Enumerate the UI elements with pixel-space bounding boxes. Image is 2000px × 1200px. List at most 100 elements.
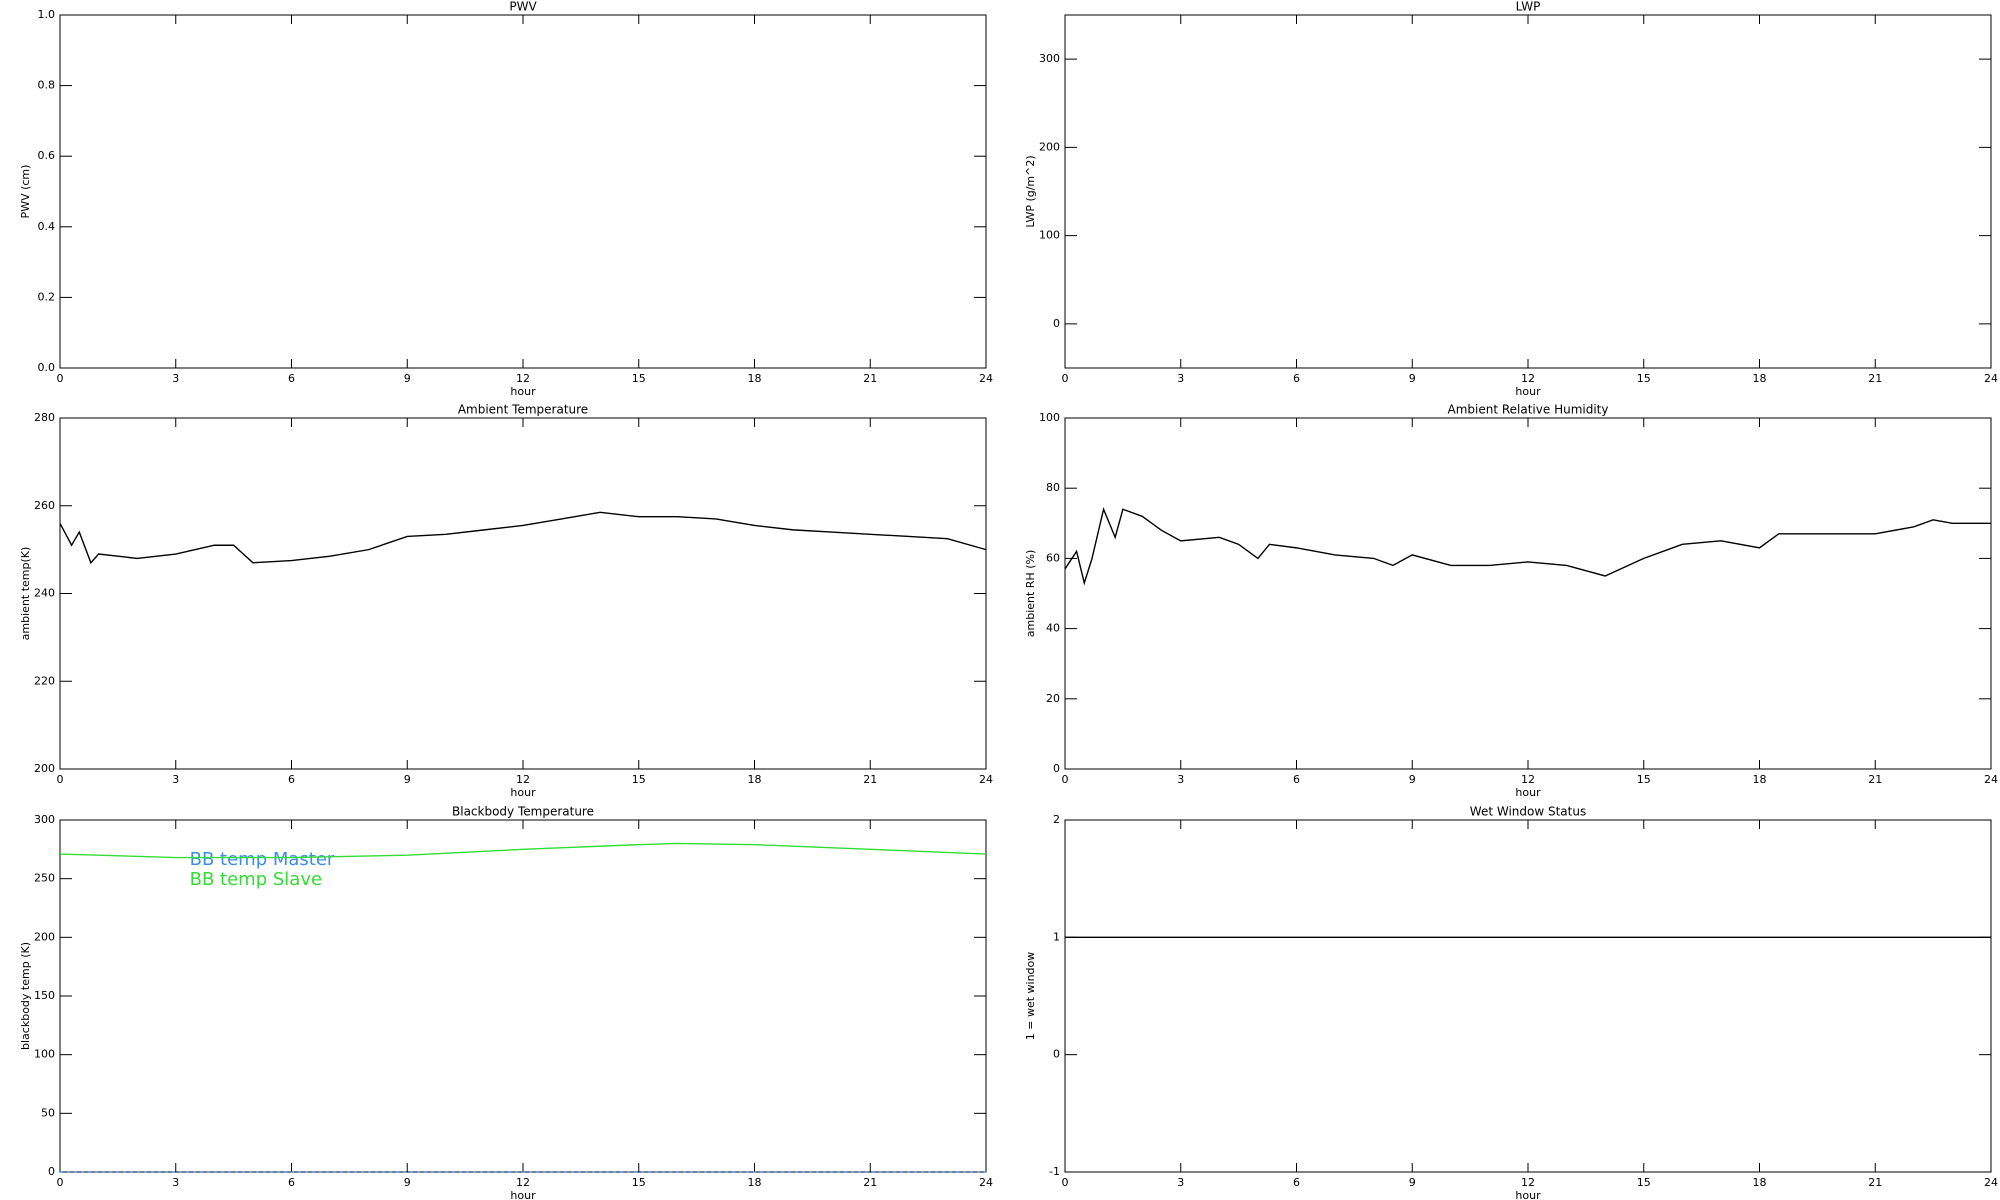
- x-tick-label: 3: [172, 1176, 179, 1189]
- y-tick-label: 2: [1053, 813, 1060, 826]
- y-tick-label: 300: [34, 813, 55, 826]
- y-tick-label: 0.0: [38, 361, 56, 374]
- y-tick-label: 0.8: [38, 79, 56, 92]
- y-tick-label: 0.6: [38, 149, 56, 162]
- x-tick-label: 21: [863, 773, 877, 786]
- x-axis-label: hour: [510, 786, 536, 799]
- plot-frame: [1064, 14, 1992, 369]
- x-tick-label: 9: [404, 773, 411, 786]
- y-tick-label: 240: [34, 587, 55, 600]
- data-line: [59, 842, 987, 859]
- y-tick-label: 0.4: [38, 220, 56, 233]
- x-tick-label: 6: [288, 372, 295, 385]
- y-axis-label: blackbody temp (K): [19, 942, 32, 1050]
- y-tick-label: 100: [1039, 411, 1060, 424]
- y-tick-label: 1: [1053, 930, 1060, 943]
- y-tick-label: 0: [48, 1165, 55, 1178]
- y-axis-label: PWV (cm): [19, 165, 32, 219]
- x-tick-label: 24: [979, 773, 993, 786]
- x-tick-label: 12: [1521, 372, 1535, 385]
- y-tick-label: 200: [34, 762, 55, 775]
- x-tick-label: 6: [1293, 1176, 1300, 1189]
- x-tick-label: 24: [979, 372, 993, 385]
- x-tick-label: 9: [404, 372, 411, 385]
- y-tick-label: 0: [1053, 317, 1060, 330]
- x-tick-label: 18: [748, 773, 762, 786]
- x-tick-label: 6: [288, 773, 295, 786]
- x-tick-label: 21: [863, 372, 877, 385]
- x-axis-label: hour: [1515, 786, 1541, 799]
- y-tick-label: 80: [1046, 481, 1060, 494]
- y-tick-label: 20: [1046, 692, 1060, 705]
- y-tick-label: 200: [34, 930, 55, 943]
- y-tick-label: 40: [1046, 622, 1060, 635]
- x-tick-label: 15: [1637, 773, 1651, 786]
- data-line: [59, 511, 987, 565]
- x-tick-label: 24: [979, 1176, 993, 1189]
- x-tick-label: 12: [1521, 1176, 1535, 1189]
- x-tick-label: 9: [404, 1176, 411, 1189]
- chart-title: Blackbody Temperature: [452, 805, 594, 819]
- x-tick-label: 3: [1177, 372, 1184, 385]
- x-tick-label: 6: [288, 1176, 295, 1189]
- y-tick-label: 250: [34, 872, 55, 885]
- y-tick-label: 60: [1046, 551, 1060, 564]
- x-tick-label: 18: [1753, 1176, 1767, 1189]
- x-tick-label: 15: [632, 773, 646, 786]
- y-tick-label: 300: [1039, 52, 1060, 65]
- x-tick-label: 9: [1409, 1176, 1416, 1189]
- y-axis-label: ambient RH (%): [1024, 550, 1037, 638]
- x-tick-label: 6: [1293, 773, 1300, 786]
- plot-frame: [59, 14, 987, 369]
- x-tick-label: 21: [1868, 1176, 1882, 1189]
- x-tick-label: 15: [632, 1176, 646, 1189]
- x-tick-label: 0: [57, 773, 64, 786]
- x-axis-label: hour: [1515, 1189, 1541, 1200]
- y-tick-label: 220: [34, 674, 55, 687]
- x-tick-label: 0: [1062, 1176, 1069, 1189]
- x-tick-label: 12: [1521, 773, 1535, 786]
- x-tick-label: 12: [516, 372, 530, 385]
- x-tick-label: 15: [632, 372, 646, 385]
- y-tick-label: 150: [34, 989, 55, 1002]
- y-tick-label: -1: [1049, 1165, 1060, 1178]
- x-tick-label: 18: [1753, 773, 1767, 786]
- x-tick-label: 3: [1177, 1176, 1184, 1189]
- x-tick-label: 0: [57, 1176, 64, 1189]
- x-tick-label: 3: [1177, 773, 1184, 786]
- data-line: [1064, 506, 1991, 586]
- x-tick-label: 15: [1637, 372, 1651, 385]
- chart-title: Ambient Temperature: [458, 403, 588, 417]
- y-axis-label: LWP (g/m^2): [1024, 155, 1037, 227]
- x-tick-label: 21: [1868, 372, 1882, 385]
- plot-frame: [59, 417, 987, 770]
- x-axis-label: hour: [510, 385, 536, 398]
- plot-frame: [1064, 417, 1992, 770]
- x-tick-label: 18: [1753, 372, 1767, 385]
- y-tick-label: 200: [1039, 140, 1060, 153]
- y-tick-label: 100: [34, 1048, 55, 1061]
- chart-title: PWV: [509, 0, 537, 14]
- x-tick-label: 24: [1984, 773, 1998, 786]
- y-tick-label: 0: [1053, 1048, 1060, 1061]
- y-tick-label: 0.2: [38, 290, 56, 303]
- x-tick-label: 9: [1409, 773, 1416, 786]
- y-tick-label: 280: [34, 411, 55, 424]
- y-tick-label: 1.0: [38, 8, 56, 21]
- x-tick-label: 24: [1984, 1176, 1998, 1189]
- x-tick-label: 21: [863, 1176, 877, 1189]
- x-tick-label: 18: [748, 372, 762, 385]
- chart-title: LWP: [1516, 0, 1541, 14]
- x-tick-label: 3: [172, 372, 179, 385]
- legend-entry: BB temp Master: [190, 849, 335, 870]
- y-tick-label: 260: [34, 499, 55, 512]
- x-tick-label: 6: [1293, 372, 1300, 385]
- x-tick-label: 9: [1409, 372, 1416, 385]
- x-tick-label: 15: [1637, 1176, 1651, 1189]
- x-tick-label: 21: [1868, 773, 1882, 786]
- y-tick-label: 50: [41, 1106, 55, 1119]
- x-tick-label: 0: [1062, 773, 1069, 786]
- plot-frame: [1064, 819, 1992, 1173]
